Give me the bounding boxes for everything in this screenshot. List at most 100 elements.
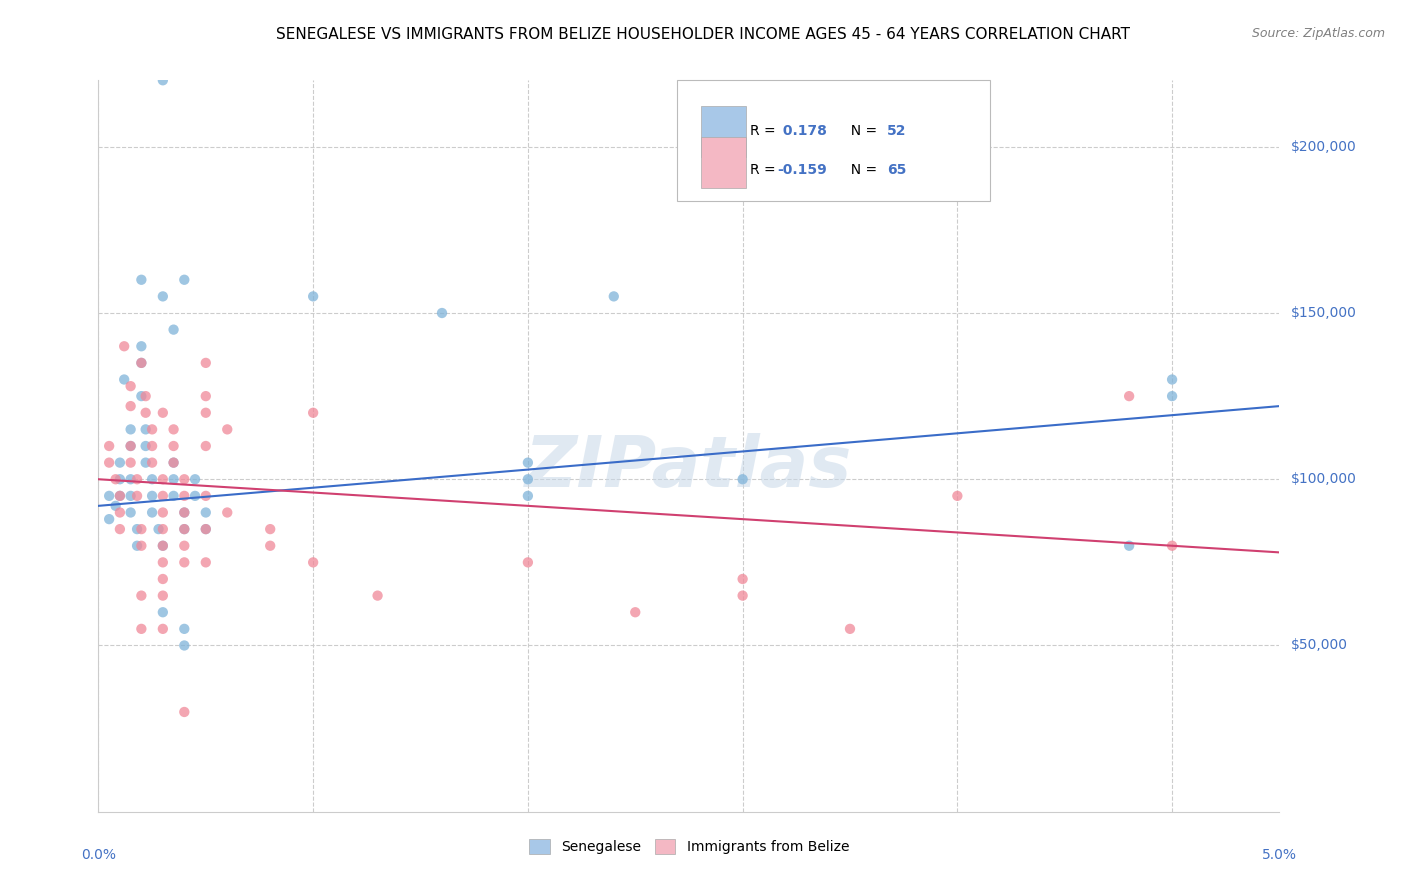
Point	[152, 622, 174, 636]
Point	[131, 339, 153, 353]
Text: R =: R =	[751, 162, 780, 177]
Point	[162, 439, 184, 453]
Point	[131, 622, 153, 636]
Point	[141, 456, 163, 470]
Point	[120, 422, 142, 436]
Point	[108, 522, 131, 536]
Point	[194, 555, 217, 569]
Point	[302, 555, 325, 569]
Point	[131, 539, 153, 553]
Point	[152, 406, 174, 420]
Text: 0.178: 0.178	[778, 125, 827, 138]
Point	[173, 472, 195, 486]
Point	[1161, 389, 1184, 403]
Point	[173, 539, 195, 553]
Point	[141, 489, 163, 503]
Point	[131, 522, 153, 536]
Text: $150,000: $150,000	[1291, 306, 1357, 320]
Point	[194, 522, 217, 536]
Point	[173, 522, 195, 536]
Text: N =: N =	[842, 162, 882, 177]
FancyBboxPatch shape	[700, 106, 745, 157]
Point	[152, 522, 174, 536]
Point	[120, 439, 142, 453]
Point	[152, 539, 174, 553]
Point	[173, 506, 195, 520]
Point	[141, 439, 163, 453]
Text: R =: R =	[751, 125, 780, 138]
Point	[108, 472, 131, 486]
Point	[120, 506, 142, 520]
Legend: Senegalese, Immigrants from Belize: Senegalese, Immigrants from Belize	[523, 834, 855, 860]
Point	[162, 489, 184, 503]
Point	[108, 489, 131, 503]
Point	[152, 605, 174, 619]
Point	[624, 605, 647, 619]
Point	[259, 522, 281, 536]
Point	[141, 506, 163, 520]
Point	[731, 572, 754, 586]
Point	[152, 289, 174, 303]
Point	[1118, 389, 1140, 403]
Point	[217, 422, 239, 436]
Point	[141, 422, 163, 436]
Point	[603, 289, 626, 303]
Point	[131, 356, 153, 370]
Point	[108, 456, 131, 470]
Text: $100,000: $100,000	[1291, 472, 1357, 486]
Point	[731, 589, 754, 603]
Point	[1161, 539, 1184, 553]
Point	[135, 422, 157, 436]
Point	[194, 506, 217, 520]
Point	[194, 356, 217, 370]
Point	[152, 489, 174, 503]
Point	[367, 589, 389, 603]
Point	[1118, 539, 1140, 553]
Text: Source: ZipAtlas.com: Source: ZipAtlas.com	[1251, 27, 1385, 40]
Point	[173, 705, 195, 719]
Point	[516, 555, 538, 569]
Text: $200,000: $200,000	[1291, 140, 1357, 153]
Point	[173, 489, 195, 503]
Point	[162, 456, 184, 470]
Point	[108, 489, 131, 503]
Point	[173, 522, 195, 536]
Point	[98, 456, 121, 470]
Point	[98, 512, 121, 526]
FancyBboxPatch shape	[678, 80, 990, 201]
Point	[104, 472, 127, 486]
Point	[173, 639, 195, 653]
Point	[1161, 372, 1184, 386]
Point	[108, 506, 131, 520]
Point	[430, 306, 453, 320]
Point	[112, 339, 135, 353]
Point	[217, 506, 239, 520]
Point	[162, 472, 184, 486]
Text: 0.0%: 0.0%	[82, 848, 115, 863]
Point	[173, 506, 195, 520]
Point	[135, 456, 157, 470]
Text: $50,000: $50,000	[1291, 639, 1348, 652]
Point	[194, 389, 217, 403]
Point	[98, 489, 121, 503]
Point	[194, 439, 217, 453]
Text: -0.159: -0.159	[778, 162, 827, 177]
Point	[120, 472, 142, 486]
Point	[131, 356, 153, 370]
Point	[184, 472, 207, 486]
Point	[152, 572, 174, 586]
Point	[120, 489, 142, 503]
Point	[98, 439, 121, 453]
Point	[125, 539, 148, 553]
Point	[173, 622, 195, 636]
Point	[162, 422, 184, 436]
Point	[131, 273, 153, 287]
Point	[839, 622, 862, 636]
Point	[152, 472, 174, 486]
Point	[731, 472, 754, 486]
Point	[194, 406, 217, 420]
Point	[120, 456, 142, 470]
Point	[194, 489, 217, 503]
Text: ZIPatlas: ZIPatlas	[526, 434, 852, 502]
Point	[152, 506, 174, 520]
